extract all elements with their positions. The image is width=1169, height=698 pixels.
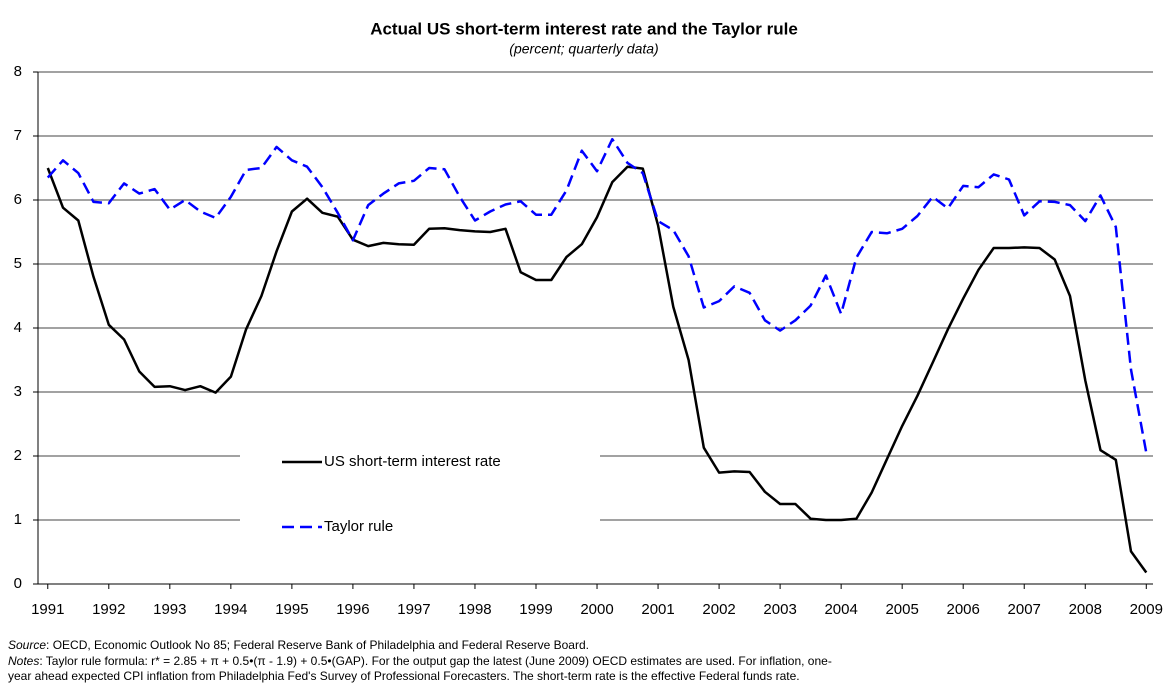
x-tick-label: 1995	[275, 601, 308, 618]
y-tick-label: 4	[14, 319, 22, 336]
x-tick-label: 2006	[947, 601, 980, 618]
y-tick-label: 8	[14, 63, 22, 80]
source-text: : OECD, Economic Outlook No 85; Federal …	[46, 638, 589, 652]
x-tick-label: 1997	[397, 601, 430, 618]
x-tick-label: 2003	[763, 601, 796, 618]
notes-line: : Taylor rule formula: r* = 2.85 + π + 0…	[39, 654, 831, 668]
x-tick-label: 2004	[824, 601, 857, 618]
x-tick-label: 1991	[31, 601, 64, 618]
legend-label: US short-term interest rate	[324, 453, 501, 470]
y-tick-label: 0	[14, 575, 22, 592]
x-tick-label: 2000	[580, 601, 613, 618]
source: Source: OECD, Economic Outlook No 85; Fe…	[8, 638, 589, 652]
x-tick-label: 2007	[1008, 601, 1041, 618]
legend-box	[240, 438, 600, 550]
x-tick-label: 1998	[458, 601, 491, 618]
notes: Notes: Taylor rule formula: r* = 2.85 + …	[8, 654, 832, 668]
series-line	[46, 165, 1148, 574]
series-line	[46, 137, 1148, 454]
chart-title: Actual US short-term interest rate and t…	[370, 19, 798, 38]
x-tick-label: 2008	[1069, 601, 1102, 618]
y-tick-label: 5	[14, 255, 22, 272]
y-tick-label: 1	[14, 511, 22, 528]
x-tick-label: 1996	[336, 601, 369, 618]
x-tick-label: 1999	[519, 601, 552, 618]
x-tick-label: 1994	[214, 601, 247, 618]
legend-label: Taylor rule	[324, 518, 393, 535]
x-tick-label: 2009	[1130, 601, 1163, 618]
chart-subtitle: (percent; quarterly data)	[509, 41, 658, 57]
notes-label: Notes	[8, 654, 39, 668]
x-tick-label: 2002	[702, 601, 735, 618]
y-tick-label: 2	[14, 447, 22, 464]
x-tick-label: 1993	[153, 601, 186, 618]
y-tick-label: 7	[14, 127, 22, 144]
y-tick-label: 6	[14, 191, 22, 208]
y-tick-label: 3	[14, 383, 22, 400]
x-tick-label: 2005	[885, 601, 918, 618]
notes-line: year ahead expected CPI inflation from P…	[8, 669, 800, 683]
x-tick-label: 2001	[641, 601, 674, 618]
x-tick-label: 1992	[92, 601, 125, 618]
source-label: Source	[8, 638, 46, 652]
